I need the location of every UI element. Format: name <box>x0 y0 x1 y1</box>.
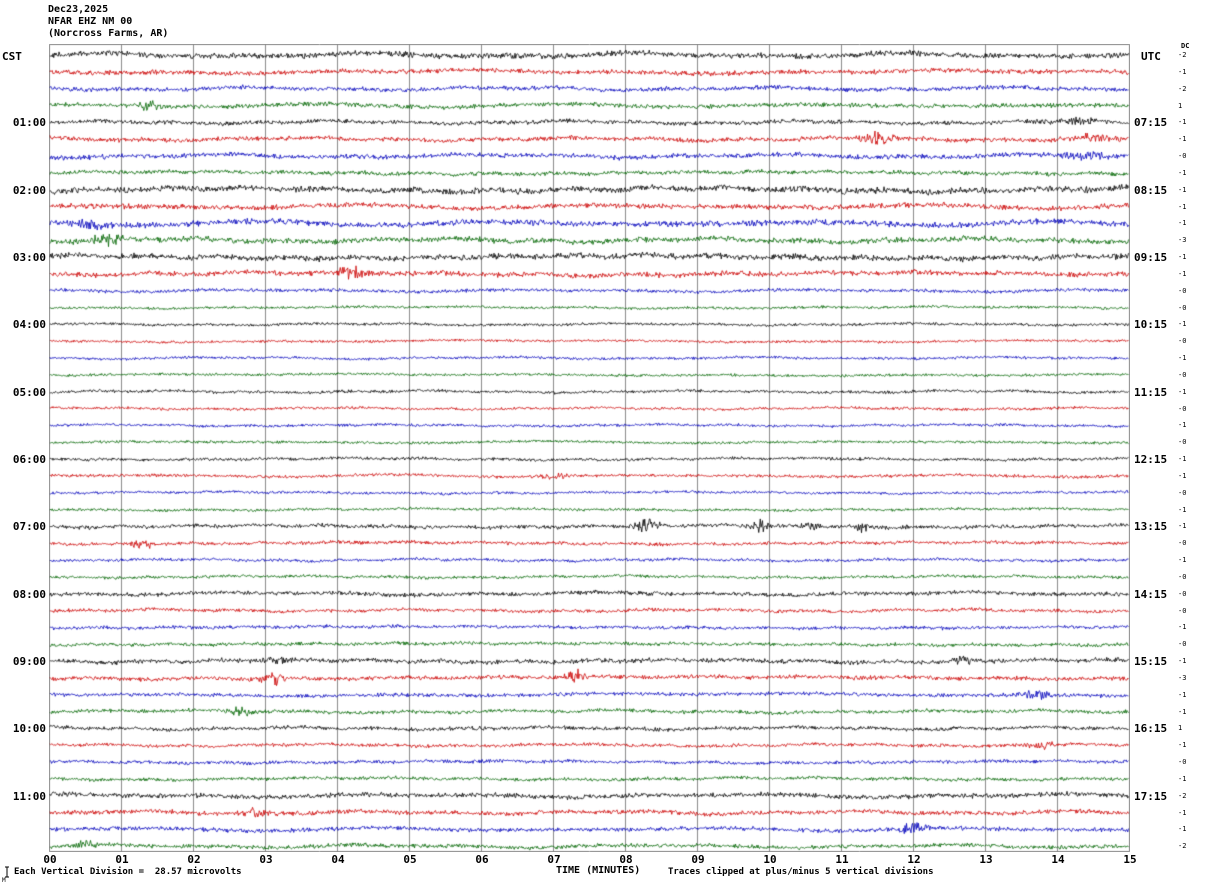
dc-value: -0 <box>1178 758 1187 766</box>
dc-value: -1 <box>1178 354 1187 362</box>
x-tick-label: 06 <box>475 853 489 866</box>
dc-column-header: DC <box>1181 42 1190 50</box>
left-time-label: 07:00 <box>12 520 46 534</box>
right-time-label: 17:15 <box>1134 789 1168 803</box>
dc-value: -1 <box>1178 825 1187 834</box>
x-axis-title: TIME (MINUTES) <box>556 865 641 876</box>
right-time-label: 10:15 <box>1134 318 1168 332</box>
left-time-label: 01:00 <box>12 116 46 130</box>
x-tick-label: 10 <box>763 853 777 866</box>
dc-value: -1 <box>1178 774 1187 783</box>
dc-value: -0 <box>1178 606 1187 615</box>
x-tick-label: 15 <box>1123 853 1137 866</box>
dc-value: -1 <box>1178 471 1187 480</box>
dc-value: -1 <box>1178 320 1187 329</box>
dc-value: -0 <box>1178 488 1187 497</box>
left-time-label: 08:00 <box>12 587 46 601</box>
left-time-label: 02:00 <box>12 183 46 197</box>
dc-value: -0 <box>1178 572 1187 581</box>
dc-value: -2 <box>1178 51 1187 59</box>
right-time-label: 12:15 <box>1134 453 1168 466</box>
dc-value: 1 <box>1178 724 1183 733</box>
x-tick-label: 09 <box>691 853 705 866</box>
x-tick-label: 03 <box>259 853 273 866</box>
dc-value: -1 <box>1178 808 1187 817</box>
left-time-label: 04:00 <box>12 318 46 332</box>
right-time-label: 11:15 <box>1134 385 1168 399</box>
x-tick-label: 14 <box>1051 853 1065 866</box>
dc-value: -0 <box>1178 589 1187 598</box>
dc-value: -1 <box>1178 741 1187 750</box>
dc-value: -3 <box>1178 236 1187 245</box>
dc-value: -1 <box>1178 202 1187 211</box>
dc-value: -0 <box>1178 404 1187 413</box>
dc-value: -0 <box>1178 539 1187 548</box>
dc-value: -2 <box>1178 842 1187 851</box>
header-location: (Norcross Farms, AR) <box>48 28 169 39</box>
right-time-label: 15:15 <box>1134 655 1168 668</box>
left-time-label: 05:00 <box>12 385 46 399</box>
left-timezone-label: CST <box>2 50 22 63</box>
dc-value: -1 <box>1178 135 1187 144</box>
dc-value: -1 <box>1178 67 1187 76</box>
dc-value: -0 <box>1178 337 1187 346</box>
vertical-division-scale-icon <box>5 866 9 878</box>
dc-value: -1 <box>1178 690 1187 699</box>
dc-value: -1 <box>1178 623 1187 632</box>
dc-value: -2 <box>1178 791 1187 800</box>
dc-value: -1 <box>1178 168 1187 177</box>
dc-value: -0 <box>1178 152 1187 160</box>
right-time-label: 14:15 <box>1134 587 1168 601</box>
right-time-label: 08:15 <box>1134 183 1168 197</box>
left-time-label: 06:00 <box>12 453 46 466</box>
dc-value: -1 <box>1178 387 1187 396</box>
scale-text: Each Vertical Division = 28.57 microvolt… <box>14 867 242 877</box>
left-time-label: 11:00 <box>12 789 46 803</box>
corner-mark: M <box>2 877 6 884</box>
x-tick-label: 02 <box>187 853 201 866</box>
dc-value: -0 <box>1178 370 1187 379</box>
dc-value: 1 <box>1178 101 1183 110</box>
right-time-label: 16:15 <box>1134 722 1168 736</box>
dc-value: -1 <box>1178 219 1187 228</box>
header-date: Dec23,2025 <box>48 4 109 15</box>
dc-value: -0 <box>1178 303 1187 312</box>
dc-value: -1 <box>1178 707 1187 716</box>
dc-value: -1 <box>1178 657 1187 665</box>
dc-value: -1 <box>1178 556 1187 564</box>
right-time-label: 09:15 <box>1134 251 1168 264</box>
x-tick-label: 01 <box>115 853 129 866</box>
left-time-label: 09:00 <box>12 655 46 668</box>
dc-value: -1 <box>1178 455 1187 463</box>
dc-value: -1 <box>1178 421 1187 430</box>
left-time-label: 03:00 <box>12 251 46 264</box>
right-time-label: 07:15 <box>1134 116 1168 130</box>
dc-value: -1 <box>1178 253 1187 261</box>
dc-value: -0 <box>1178 286 1187 295</box>
header-station: NFAR EHZ NM 00 <box>48 16 133 27</box>
dc-value: -0 <box>1178 438 1187 447</box>
x-tick-label: 13 <box>979 853 993 866</box>
x-tick-label: 12 <box>907 853 921 866</box>
x-tick-label: 00 <box>43 853 57 866</box>
dc-value: -2 <box>1178 84 1187 93</box>
dc-value: -1 <box>1178 522 1187 531</box>
dc-value: -1 <box>1178 505 1187 514</box>
x-tick-label: 04 <box>331 853 345 866</box>
x-tick-label: 11 <box>835 853 849 866</box>
dc-value: -1 <box>1178 185 1187 194</box>
clip-text: Traces clipped at plus/minus 5 vertical … <box>668 867 934 877</box>
x-tick-label: 05 <box>403 853 417 866</box>
right-time-label: 13:15 <box>1134 520 1168 534</box>
dc-value: -1 <box>1178 118 1187 127</box>
helicorder-canvas <box>49 44 1130 852</box>
dc-value: -0 <box>1178 640 1187 649</box>
right-timezone-label: UTC <box>1141 50 1161 63</box>
left-time-label: 10:00 <box>12 722 46 736</box>
dc-value: -1 <box>1178 269 1187 278</box>
dc-value: -3 <box>1178 673 1187 682</box>
